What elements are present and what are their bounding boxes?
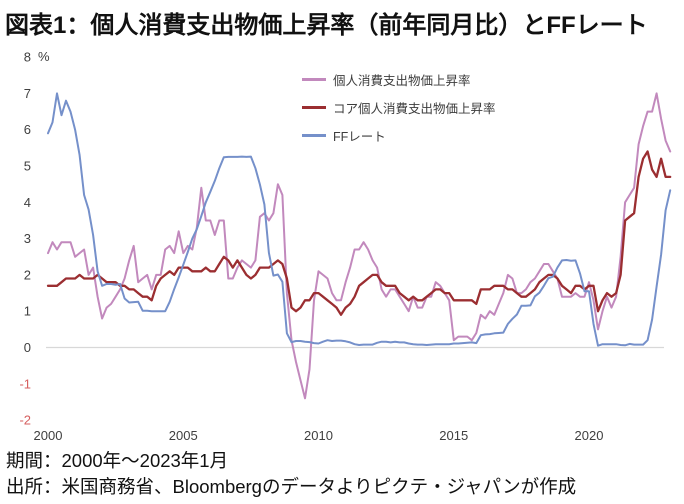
- y-tick-label: 0: [24, 340, 31, 355]
- period-note: 期間：2000年～2023年1月: [6, 450, 229, 471]
- x-tick-label: 2005: [169, 428, 198, 443]
- y-tick-label: 5: [24, 159, 31, 174]
- ff-rate-line-swatch: [302, 133, 326, 137]
- legend-item-pce: 個人消費支出物価上昇率: [302, 70, 496, 88]
- x-tick-label: 2015: [439, 428, 468, 443]
- core-pce-line-swatch: [302, 105, 326, 109]
- plot-area: 8 7 6 5 4 3 2 1 0 -1 -2% 2000 2005 2010 2015 2020: [19, 49, 672, 443]
- y-axis-unit-label: %: [38, 49, 50, 64]
- pce-line-swatch: [302, 77, 326, 81]
- y-tick-label: -1: [19, 376, 31, 391]
- series-line-2: [47, 92, 672, 347]
- chart-legend: 個人消費支出物価上昇率 コア個人消費支出物価上昇率 FFレート: [302, 70, 496, 154]
- y-tick-label: 2: [24, 267, 31, 282]
- legend-label-pce: 個人消費支出物価上昇率: [333, 73, 471, 88]
- x-tick-label: 2000: [34, 428, 63, 443]
- y-tick-label: 8: [24, 50, 31, 65]
- y-tick-label: 4: [24, 195, 31, 210]
- chart-title: 図表1：個人消費支出物価上昇率（前年同月比）とFFレート: [5, 12, 648, 39]
- y-tick-label: -2: [19, 413, 31, 428]
- y-tick-label: 3: [24, 231, 31, 246]
- series-line-0: [47, 92, 672, 400]
- series-line-1: [46, 150, 672, 316]
- y-tick-label: 7: [24, 86, 31, 101]
- legend-label-core-pce: コア個人消費支出物価上昇率: [333, 101, 496, 116]
- y-tick-label: 6: [24, 122, 31, 137]
- legend-item-core-pce: コア個人消費支出物価上昇率: [302, 98, 496, 116]
- x-tick-label: 2020: [575, 428, 604, 443]
- y-tick-label: 1: [24, 304, 31, 319]
- source-note: 出所：米国商務省、Bloombergのデータよりピクテ・ジャパンが作成: [6, 476, 577, 497]
- legend-label-ff-rate: FFレート: [333, 129, 386, 144]
- x-tick-label: 2010: [304, 428, 333, 443]
- legend-item-ff-rate: FFレート: [302, 126, 496, 144]
